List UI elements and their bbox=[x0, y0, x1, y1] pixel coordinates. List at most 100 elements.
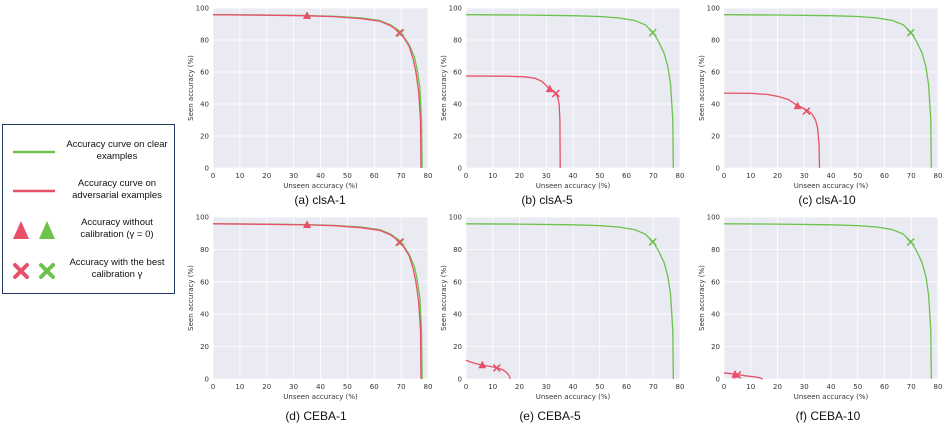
clean-curve bbox=[465, 223, 674, 380]
legend-clean-label: Accuracy curve on clear examples bbox=[66, 139, 168, 162]
x-tick-label: 20 bbox=[262, 172, 271, 180]
x-axis-label: Unseen accuracy (%) bbox=[794, 393, 869, 401]
chart-5: 0 10 20 30 40 50 60 70 80 0 20 40 60 80 100 Unseen accu… bbox=[440, 214, 684, 424]
cross-marker-icons bbox=[13, 263, 55, 279]
x-tick-label: 60 bbox=[880, 383, 889, 391]
x-tick-label: 0 bbox=[722, 172, 726, 180]
chart-caption: (e) CEBA-5 bbox=[519, 409, 581, 423]
legend-clean-row: Accuracy curve on clear examples bbox=[3, 135, 174, 169]
x-tick-label: 80 bbox=[424, 383, 433, 391]
y-tick-label: 80 bbox=[453, 37, 462, 45]
x-tick-label: 50 bbox=[595, 383, 604, 391]
x-tick-label: 10 bbox=[488, 172, 497, 180]
y-tick-label: 40 bbox=[711, 101, 720, 109]
y-tick-label: 60 bbox=[711, 278, 720, 286]
x-tick-label: 80 bbox=[676, 172, 685, 180]
y-tick-label: 40 bbox=[711, 311, 720, 319]
cross-stroke bbox=[395, 29, 404, 37]
chart-caption: (d) CEBA-1 bbox=[285, 409, 347, 423]
cross-stroke bbox=[906, 238, 915, 246]
clean-best-calibration-marker bbox=[648, 28, 657, 37]
legend-best-label: Accuracy with the best calibration γ bbox=[69, 257, 165, 280]
y-tick-label: 0 bbox=[458, 376, 462, 384]
x-tick-label: 10 bbox=[488, 383, 497, 391]
y-tick-label: 60 bbox=[711, 69, 720, 77]
x-tick-label: 0 bbox=[464, 383, 468, 391]
x-tick-label: 80 bbox=[676, 383, 685, 391]
y-tick-label: 60 bbox=[200, 69, 209, 77]
x-tick-label: 70 bbox=[907, 172, 916, 180]
y-tick-label: 60 bbox=[453, 69, 462, 77]
x-tick-label: 50 bbox=[853, 383, 862, 391]
clean-line-swatch bbox=[13, 150, 55, 154]
adv-line-swatch bbox=[13, 189, 55, 193]
clean-curve bbox=[723, 223, 932, 380]
cross-stroke bbox=[396, 238, 405, 246]
adversarial-curve bbox=[723, 372, 764, 380]
chart-caption: (a) clsA-1 bbox=[294, 193, 346, 207]
y-axis-label: Seen accuracy (%) bbox=[440, 55, 448, 121]
y-tick-label: 80 bbox=[711, 246, 720, 254]
x-tick-label: 20 bbox=[515, 383, 524, 391]
x-axis-label: Unseen accuracy (%) bbox=[283, 182, 358, 190]
cross-stroke bbox=[492, 364, 501, 372]
x-tick-label: 70 bbox=[397, 172, 406, 180]
y-axis-label: Seen accuracy (%) bbox=[440, 265, 448, 331]
y-tick-label: 60 bbox=[453, 278, 462, 286]
legend-best-row: Accuracy with the best calibration γ bbox=[3, 253, 174, 287]
y-tick-label: 20 bbox=[711, 133, 720, 141]
x-tick-label: 20 bbox=[773, 383, 782, 391]
legend-nocalib-label: Accuracy without calibration (γ = 0) bbox=[80, 217, 154, 240]
x-tick-label: 60 bbox=[370, 172, 379, 180]
cross-stroke bbox=[552, 89, 560, 98]
clean-best-calibration-marker bbox=[648, 238, 657, 246]
chart-2: 0 10 20 30 40 50 60 70 80 0 20 40 60 80 100 Unseen accu… bbox=[440, 5, 684, 208]
y-axis-label: Seen accuracy (%) bbox=[698, 265, 706, 331]
cross-stroke bbox=[395, 238, 404, 247]
x-tick-label: 50 bbox=[343, 172, 352, 180]
x-tick-label: 40 bbox=[569, 172, 578, 180]
x-tick-label: 50 bbox=[343, 383, 352, 391]
y-tick-label: 100 bbox=[196, 214, 209, 222]
y-tick-label: 0 bbox=[205, 376, 209, 384]
clean-best-calibration-marker bbox=[906, 28, 915, 37]
clean-curve bbox=[465, 14, 674, 169]
y-tick-label: 80 bbox=[711, 37, 720, 45]
x-tick-label: 60 bbox=[622, 383, 631, 391]
y-tick-label: 100 bbox=[449, 5, 462, 13]
y-tick-label: 40 bbox=[453, 311, 462, 319]
y-tick-label: 20 bbox=[453, 343, 462, 351]
x-tick-label: 30 bbox=[289, 172, 298, 180]
x-tick-label: 10 bbox=[235, 172, 244, 180]
adversarial-best-calibration-marker bbox=[733, 371, 742, 379]
y-tick-label: 20 bbox=[711, 343, 720, 351]
y-tick-label: 0 bbox=[716, 376, 720, 384]
y-tick-label: 0 bbox=[716, 165, 720, 173]
legend-nocalib-row: Accuracy without calibration (γ = 0) bbox=[3, 213, 174, 247]
y-axis-label: Seen accuracy (%) bbox=[698, 55, 706, 121]
legend: Accuracy curve on clear examples Accurac… bbox=[2, 124, 175, 294]
y-tick-label: 100 bbox=[449, 214, 462, 222]
chart-caption: (f) CEBA-10 bbox=[796, 409, 861, 423]
y-tick-label: 100 bbox=[196, 5, 209, 13]
x-tick-label: 20 bbox=[773, 172, 782, 180]
x-tick-label: 0 bbox=[211, 383, 215, 391]
cross-stroke bbox=[396, 28, 405, 37]
x-tick-label: 60 bbox=[880, 172, 889, 180]
y-tick-label: 100 bbox=[707, 214, 720, 222]
x-tick-label: 30 bbox=[289, 383, 298, 391]
cross-stroke bbox=[648, 28, 657, 37]
x-axis-label: Unseen accuracy (%) bbox=[536, 393, 611, 401]
y-tick-label: 40 bbox=[453, 101, 462, 109]
x-tick-label: 40 bbox=[827, 172, 836, 180]
clean-curve bbox=[723, 14, 932, 169]
y-tick-label: 80 bbox=[200, 37, 209, 45]
x-tick-label: 0 bbox=[722, 383, 726, 391]
x-tick-label: 20 bbox=[515, 172, 524, 180]
x-tick-label: 30 bbox=[800, 383, 809, 391]
x-tick-label: 40 bbox=[569, 383, 578, 391]
adversarial-no-calibration-marker bbox=[545, 84, 554, 93]
x-tick-label: 20 bbox=[262, 383, 271, 391]
x-tick-label: 30 bbox=[542, 383, 551, 391]
